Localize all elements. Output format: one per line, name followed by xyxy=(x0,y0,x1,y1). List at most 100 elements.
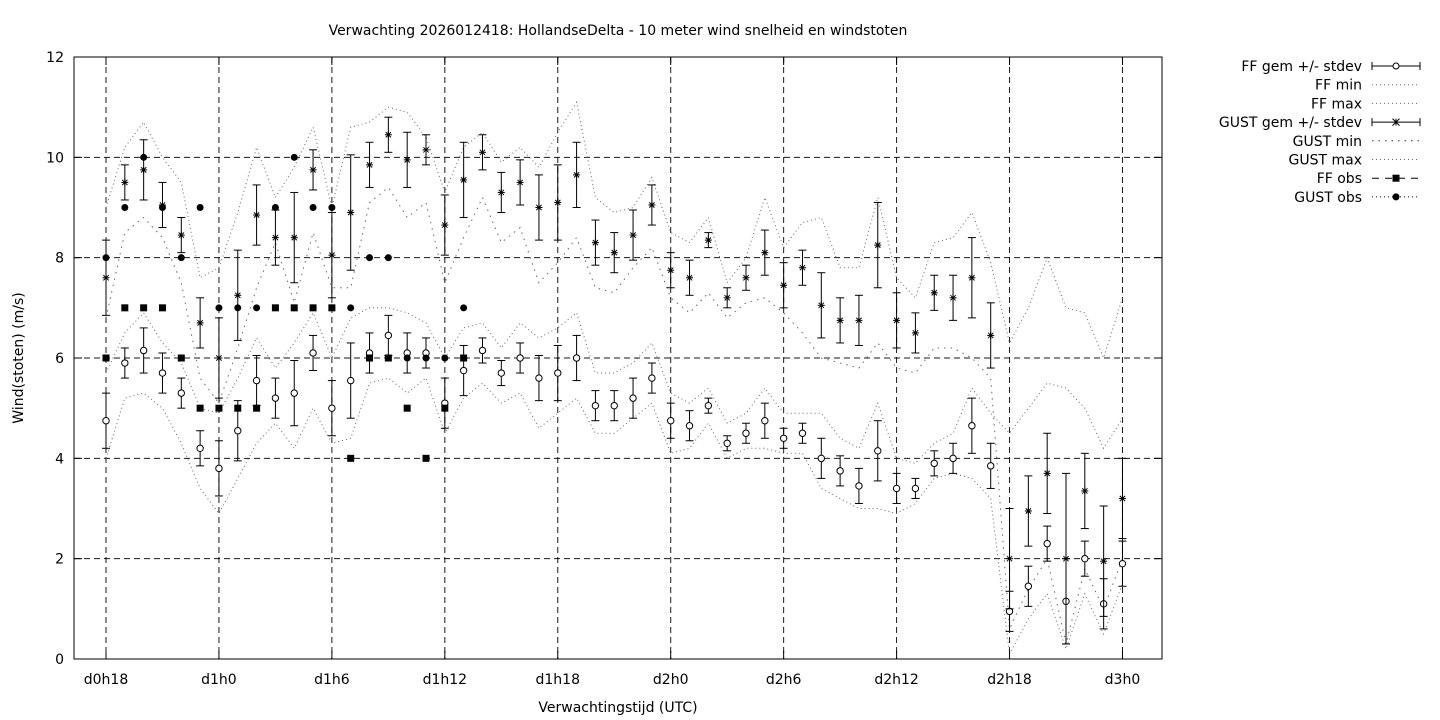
star-stroke xyxy=(799,264,806,271)
star-stroke xyxy=(1100,558,1107,565)
star-stroke xyxy=(404,156,411,163)
gust-mean-point xyxy=(1024,507,1032,515)
ff-mean-point xyxy=(478,346,487,355)
ff-mean-point xyxy=(328,404,336,412)
ff-mean-point xyxy=(102,417,110,425)
x-tick-label: d2h6 xyxy=(766,672,802,688)
ff-mean-point xyxy=(591,401,600,410)
gust-obs-point xyxy=(253,304,261,312)
legend-marker xyxy=(1392,174,1400,182)
gust-mean-point xyxy=(667,266,675,274)
ff-mean-point xyxy=(742,429,750,437)
ff-mean-point xyxy=(761,417,769,425)
x-tick-label: d2h12 xyxy=(874,672,918,688)
x-tick-label: d1h18 xyxy=(536,672,580,688)
ff-obs-point xyxy=(215,404,223,412)
ff-obs-point xyxy=(234,404,242,412)
gust-obs-point xyxy=(102,254,110,262)
ff-mean-point xyxy=(911,484,920,493)
ff-obs-point xyxy=(158,304,166,312)
legend-marker xyxy=(1392,62,1400,70)
gust-mean-series xyxy=(102,116,1127,645)
gust-max-line xyxy=(105,100,1123,360)
ff-obs-point xyxy=(177,354,185,362)
gust-obs-point xyxy=(271,204,279,211)
y-tick-label: 2 xyxy=(55,552,64,568)
ff-mean-point xyxy=(572,354,581,362)
y-axis: 0 2 4 6 8 10 12 xyxy=(46,50,1162,668)
gust-obs-point xyxy=(403,354,411,362)
gust-mean-point xyxy=(893,316,901,324)
star-stroke xyxy=(630,232,637,239)
gust-mean-point xyxy=(1118,494,1126,502)
ff-mean-point xyxy=(234,427,242,435)
star-stroke xyxy=(253,212,260,219)
ff-mean-point xyxy=(554,369,562,377)
ff-mean-point xyxy=(177,389,185,397)
ff-mean-point xyxy=(459,366,468,375)
star-stroke xyxy=(573,171,580,178)
ff-mean-point xyxy=(648,374,656,382)
gust-obs-point xyxy=(140,153,148,161)
legend-label: FF obs xyxy=(1317,171,1362,187)
star-stroke xyxy=(535,204,542,211)
gust-obs-point xyxy=(384,254,392,262)
ff-mean-point xyxy=(629,394,637,402)
gust-obs-point xyxy=(158,204,166,211)
ff-mean-point xyxy=(252,376,261,385)
gust-mean-point xyxy=(347,209,355,217)
star-stroke xyxy=(328,252,335,259)
star-stroke xyxy=(950,294,957,301)
legend-entry: GUST gem +/- stdev xyxy=(1219,115,1421,131)
gust-obs-point xyxy=(309,204,317,211)
star-stroke xyxy=(743,274,749,281)
ff-mean-point xyxy=(1118,559,1127,568)
ff-mean-point xyxy=(139,346,148,355)
ff-mean-point xyxy=(836,467,844,475)
ff-obs-point xyxy=(253,404,261,412)
legend: FF gem +/- stdev FF min FF max GUST gem +/-… xyxy=(1219,59,1421,206)
star-stroke xyxy=(498,189,505,196)
legend-entry: FF max xyxy=(1311,96,1420,112)
gust-mean-point xyxy=(817,301,825,309)
star-stroke xyxy=(931,289,938,296)
star-stroke xyxy=(366,161,373,168)
star-stroke xyxy=(724,294,731,301)
gust-obs-point xyxy=(121,204,129,211)
x-tick-label: d1h12 xyxy=(423,672,467,688)
ff-obs-point xyxy=(441,404,449,412)
star-stroke xyxy=(874,242,881,249)
x-tick-label: d2h18 xyxy=(987,672,1031,688)
gust-obs-point xyxy=(290,153,298,161)
gust-mean-point xyxy=(422,146,430,154)
gust-mean-point xyxy=(911,329,919,337)
ff-mean-point xyxy=(1043,539,1051,548)
star-stroke xyxy=(140,166,147,173)
gust-mean-point xyxy=(478,148,486,156)
legend-label: GUST gem +/- stdev xyxy=(1219,115,1362,131)
ff-obs-point xyxy=(290,304,298,312)
gust-obs-point xyxy=(177,254,185,262)
y-tick-label: 10 xyxy=(46,150,64,166)
gust-mean-point xyxy=(591,239,599,247)
ff-mean-point xyxy=(1081,554,1089,563)
gust-mean-point xyxy=(610,249,618,257)
gust-mean-point xyxy=(290,234,298,242)
ff-mean-point xyxy=(723,439,731,447)
ff-obs-point xyxy=(102,354,110,362)
legend-entry: FF min xyxy=(1315,78,1420,94)
ff-mean-point xyxy=(497,369,505,377)
gust-mean-point xyxy=(497,188,505,196)
ff-mean-point xyxy=(1024,582,1033,590)
ff-obs-point xyxy=(384,354,392,362)
gust-obs-point xyxy=(441,354,449,362)
ff-mean-point xyxy=(158,369,167,377)
star-stroke xyxy=(912,329,919,336)
gust-mean-point xyxy=(177,231,185,239)
star-stroke xyxy=(893,317,900,324)
gust-mean-point xyxy=(215,354,223,362)
ff-mean-point xyxy=(215,464,223,473)
gust-obs-point xyxy=(460,304,468,312)
gust-mean-point xyxy=(780,281,788,289)
